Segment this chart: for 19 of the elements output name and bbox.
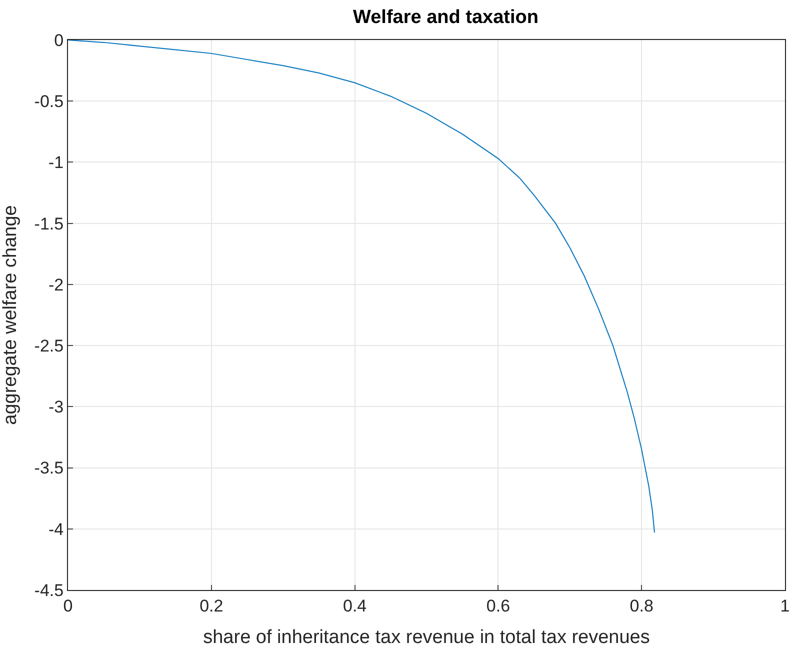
x-tick-label: 0.8 [630,596,654,616]
y-tick-label: -4 [48,520,64,539]
y-tick-label: -4.5 [34,580,64,600]
y-tick-label: -0.5 [34,92,64,112]
x-tick-label: 0.4 [342,596,367,616]
y-axis-title: aggregate welfare change [0,205,21,425]
y-tick-label: -2.5 [34,336,64,356]
x-axis-title: share of inheritance tax revenue in total tax revenues [203,627,650,648]
x-tick-label: 0.6 [486,596,510,616]
y-tick-label: -2 [48,275,64,294]
y-tick-label: -3 [48,398,64,417]
y-tick-label: -1.5 [34,214,64,234]
y-tick-label: -1 [48,153,64,172]
y-tick-label: -3.5 [34,458,64,478]
x-tick-label: 0.2 [200,596,224,616]
x-tick-label: 1 [780,596,790,616]
chart-title: Welfare and taxation [353,7,538,28]
line-series [68,40,656,534]
y-tick-label: 0 [54,30,64,50]
